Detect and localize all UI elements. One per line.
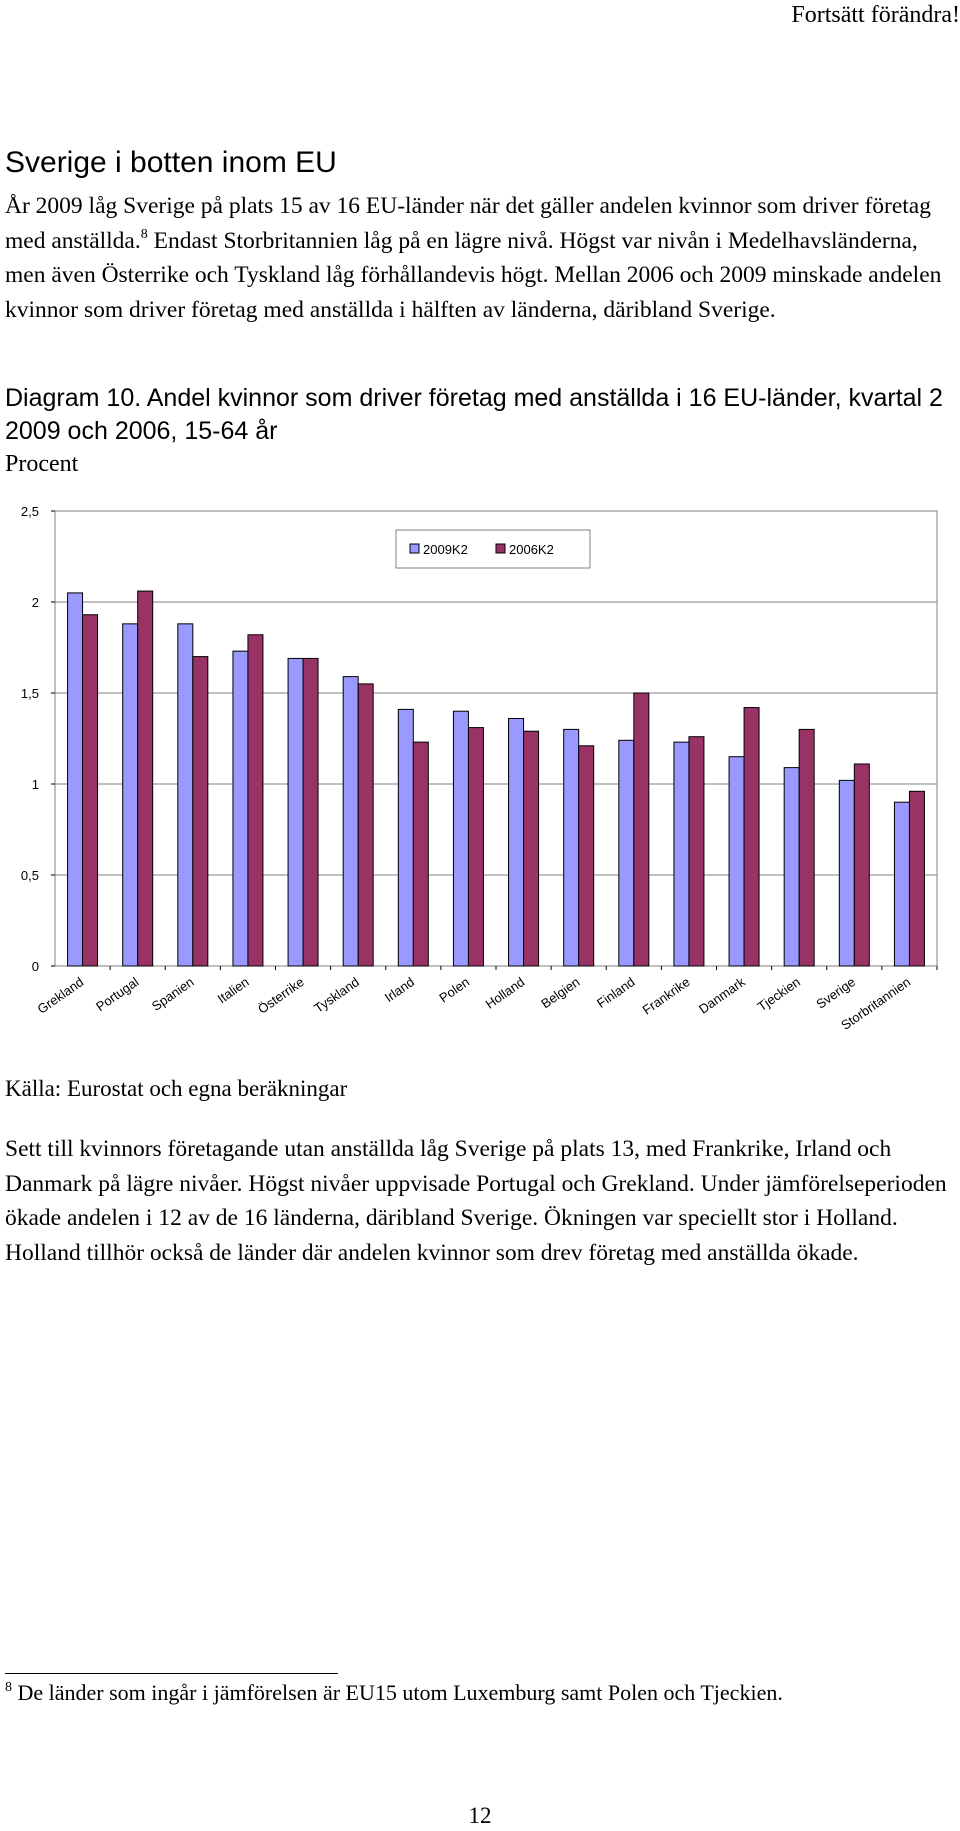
bar-2009k2	[287, 657, 304, 967]
y-tick-label: 0	[32, 959, 39, 974]
bar-2006k2	[82, 614, 99, 967]
legend-label-2009k2: 2009K2	[423, 542, 468, 557]
bar-2009k2	[728, 756, 745, 967]
bar-2006k2	[302, 657, 319, 967]
y-tick-label: 2,5	[21, 504, 39, 519]
running-header: Fortsätt förändra!	[791, 2, 960, 28]
x-tick-label: Tyskland	[311, 974, 362, 1016]
section-title: Sverige i botten inom EU	[5, 146, 337, 179]
x-tick-label: Sverige	[813, 974, 858, 1012]
bar-2006k2	[798, 728, 815, 967]
bar-2006k2	[743, 707, 760, 967]
bar-chart: 0 0,5 1 1,5 2 2,5 Grekland Portugal Spanien Itali…	[21, 504, 938, 1033]
intro-text-start: År 2009 låg Sverige på plats 15 av 16 EU…	[5, 193, 931, 254]
unit-label: Procent	[5, 451, 79, 477]
bar-2006k2	[137, 590, 154, 967]
x-tick-label: Spanien	[149, 974, 197, 1014]
bar-2006k2	[688, 736, 705, 967]
bar-2006k2	[357, 683, 374, 967]
legend-label-2006k2: 2006K2	[509, 542, 554, 557]
page-number: 12	[468, 1803, 492, 1828]
bar-2006k2	[247, 634, 264, 967]
body-paragraph: Sett till kvinnors företagande utan anst…	[5, 1136, 947, 1266]
x-tick-label: Danmark	[696, 974, 748, 1017]
bar-2006k2	[908, 790, 925, 967]
bar-2009k2	[122, 623, 139, 967]
legend-box	[395, 529, 591, 569]
bar-2009k2	[893, 801, 910, 967]
bar-2009k2	[177, 623, 194, 967]
footnote-divider	[5, 1673, 338, 1674]
bar-2009k2	[67, 592, 84, 967]
x-tick-label: Irland	[382, 974, 417, 1005]
bar-2006k2	[578, 745, 595, 967]
x-tick-label: Finland	[594, 974, 638, 1011]
x-tick-label: Polen	[436, 974, 472, 1005]
legend-swatch-2009k2	[409, 543, 420, 554]
x-tick-label: Österrike	[255, 974, 307, 1017]
diagram-title: Diagram 10. Andel kvinnor som driver för…	[5, 384, 943, 445]
x-tick-label: Italien	[215, 974, 252, 1006]
intro-paragraph: År 2009 låg Sverige på plats 15 av 16 EU…	[5, 189, 953, 327]
bar-2009k2	[342, 676, 359, 967]
x-tick-label: Tjeckien	[755, 974, 803, 1014]
footnote-number: 8	[5, 1680, 12, 1695]
y-tick-label: 2	[32, 595, 39, 610]
footnote: 8 De länder som ingår i jämförelsen är E…	[5, 1680, 783, 1706]
x-tick-label: Grekland	[34, 974, 86, 1017]
footnote-reference: 8	[140, 226, 148, 242]
bar-2009k2	[508, 717, 525, 967]
x-tick-label: Belgien	[538, 974, 582, 1011]
y-tick-label: 0,5	[21, 868, 39, 883]
bar-2006k2	[467, 727, 484, 967]
intro-text-end: Endast Storbritannien låg på en lägre ni…	[5, 227, 942, 323]
bar-2006k2	[853, 763, 870, 967]
bar-2006k2	[412, 741, 429, 967]
bar-2009k2	[618, 739, 635, 967]
y-tick-label: 1,5	[21, 686, 39, 701]
bar-2009k2	[232, 650, 249, 967]
bar-2006k2	[633, 692, 650, 967]
x-tick-label: Holland	[483, 974, 528, 1012]
bar-2009k2	[452, 710, 469, 967]
bar-2009k2	[838, 779, 855, 967]
bar-2006k2	[192, 656, 209, 967]
bar-2009k2	[783, 767, 800, 967]
x-tick-label: Portugal	[93, 974, 141, 1014]
bar-2009k2	[563, 728, 580, 967]
legend-swatch-2006k2	[495, 543, 506, 554]
y-tick-label: 1	[32, 777, 39, 792]
source-label: Källa: Eurostat och egna beräkningar	[5, 1076, 348, 1101]
footnote-text: De länder som ingår i jämförelsen är EU1…	[17, 1680, 783, 1705]
bar-2009k2	[673, 741, 690, 967]
x-tick-label: Frankrike	[640, 974, 693, 1017]
bar-2009k2	[397, 708, 414, 967]
bar-2006k2	[523, 730, 540, 967]
